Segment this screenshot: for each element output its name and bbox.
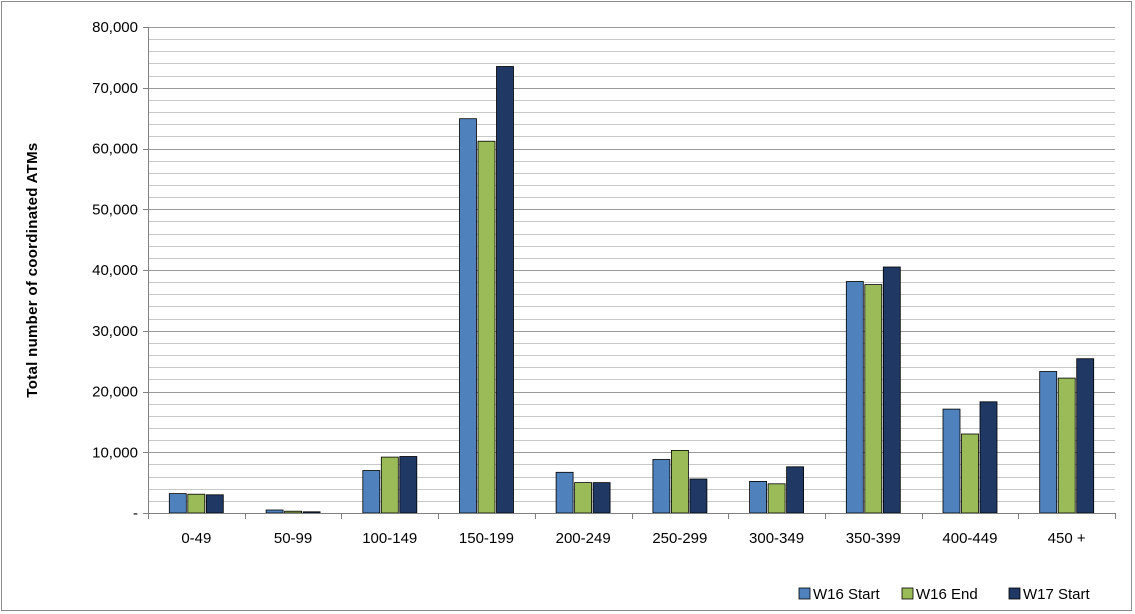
x-tick-label: 150-199: [459, 530, 514, 547]
axes: [143, 27, 1116, 519]
bar-w17-start-350-399: [882, 266, 901, 514]
y-tick-label: -: [133, 505, 138, 522]
legend-label: W17 Start: [1023, 586, 1091, 603]
bar-w17-start-450+: [1076, 358, 1095, 514]
legend-swatch: [798, 587, 811, 600]
bar-w17-start-300-349: [786, 466, 804, 514]
y-tick-label: 50,000: [92, 201, 138, 218]
x-tick-label: 250-299: [652, 530, 707, 547]
y-tick-labels: - 10,000 20,000 30,000 40,000 50,000 60,000 70,…: [92, 19, 138, 522]
x-tick-label: 200-249: [556, 530, 611, 547]
y-tick-label: 10,000: [92, 444, 138, 461]
bar-w17-start-100-149: [399, 456, 418, 514]
bar-w16-start-0-49: [168, 493, 187, 514]
x-tick-label: 50-99: [274, 530, 312, 547]
legend-swatch: [901, 587, 914, 600]
legend-label: W16 Start: [813, 586, 881, 603]
x-tick-labels: 0-49 50-99 100-149 150-199 200-249 250-299 300…: [181, 530, 1086, 547]
bar-w16-end-250-299: [671, 449, 689, 514]
bar-w16-start-50-99: [265, 509, 284, 514]
legend-item: W16 End: [901, 586, 978, 603]
bar-w16-end-150-199: [477, 140, 496, 514]
y-tick-label: 80,000: [92, 19, 138, 36]
bar-w17-start-0-49: [205, 494, 224, 514]
bar-w17-start-400-449: [979, 401, 998, 514]
x-tick-label: 100-149: [362, 530, 417, 547]
y-tick-label: 40,000: [92, 262, 138, 279]
bar-w16-end-100-149: [380, 456, 399, 514]
legend-item: W16 Start: [798, 586, 881, 603]
x-tick-label: 0-49: [181, 530, 211, 547]
y-tick-label: 30,000: [92, 323, 138, 340]
legend-label: W16 End: [916, 586, 978, 603]
legend: W16 Start W16 End W17 Start: [798, 586, 1091, 603]
x-tick-label: 350-399: [846, 530, 901, 547]
x-tick-label: 450 +: [1048, 530, 1086, 547]
bar-w16-end-0-49: [187, 493, 206, 514]
bar-w17-start-50-99: [302, 511, 321, 514]
bar-w16-end-50-99: [284, 510, 303, 514]
legend-item: W17 Start: [1008, 586, 1091, 603]
legend-swatch: [1008, 587, 1021, 600]
bar-w16-start-200-249: [555, 471, 574, 514]
y-tick-label: 60,000: [92, 141, 138, 158]
bar-w16-end-300-349: [767, 483, 786, 514]
bar-w16-end-450+: [1057, 377, 1076, 514]
bar-w17-start-250-299: [689, 478, 708, 514]
bar-w16-start-350-399: [845, 281, 864, 514]
bar-w16-start-300-349: [749, 480, 767, 514]
bar-w16-end-200-249: [574, 482, 592, 514]
y-tick-label: 70,000: [92, 80, 138, 97]
bar-w16-start-150-199: [459, 118, 477, 514]
bar-w16-start-400-449: [942, 408, 961, 514]
x-tick-label: 400-449: [942, 530, 997, 547]
bar-w17-start-150-199: [496, 66, 514, 514]
bar-w16-start-450+: [1039, 371, 1058, 514]
bar-w17-start-200-249: [592, 482, 611, 514]
bar-w16-start-250-299: [652, 459, 671, 514]
y-axis-title: Total number of coordinated ATMs: [24, 142, 41, 397]
bar-w16-end-400-449: [961, 433, 979, 514]
x-tick-label: 300-349: [749, 530, 804, 547]
bar-w16-end-350-399: [864, 284, 883, 514]
y-tick-label: 20,000: [92, 384, 138, 401]
bars: [168, 66, 1095, 514]
bar-w16-start-100-149: [362, 470, 381, 514]
